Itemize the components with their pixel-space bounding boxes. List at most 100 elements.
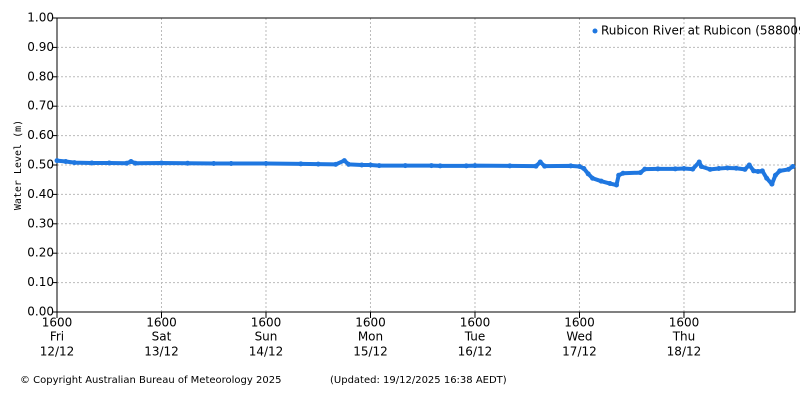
y-tick-label: 0.00 <box>27 305 54 319</box>
data-point <box>769 181 775 187</box>
data-point <box>751 168 757 174</box>
data-point <box>613 182 619 188</box>
data-point <box>211 161 217 167</box>
x-tick-time: 1600 <box>669 316 700 330</box>
data-point <box>333 161 339 167</box>
x-tick-day: Wed <box>566 330 592 344</box>
data-point <box>690 166 696 172</box>
data-point <box>581 166 587 172</box>
data-point <box>759 168 765 174</box>
data-point <box>106 160 112 166</box>
data-point <box>263 161 269 167</box>
x-tick-time: 1600 <box>564 316 595 330</box>
x-tick-date: 16/12 <box>458 345 493 359</box>
data-point <box>616 172 622 178</box>
data-point <box>746 162 752 168</box>
data-point <box>598 178 604 184</box>
x-tick-day: Thu <box>672 330 696 344</box>
x-tick-day: Sun <box>255 330 278 344</box>
data-point <box>777 168 783 174</box>
data-point <box>124 160 130 166</box>
x-tick-time: 1600 <box>251 316 282 330</box>
x-tick-date: 17/12 <box>562 345 597 359</box>
data-point <box>681 166 687 172</box>
y-tick-label: 0.40 <box>27 187 54 201</box>
data-point <box>568 163 574 169</box>
data-point <box>63 158 69 164</box>
x-tick-date: 14/12 <box>249 345 284 359</box>
data-point <box>158 160 164 166</box>
data-point <box>733 165 739 171</box>
data-point <box>341 158 347 164</box>
legend-label: Rubicon River at Rubicon (588009) <box>601 24 800 38</box>
updated: (Updated: 19/12/2025 16:38 AEDT) <box>330 375 507 386</box>
data-point <box>785 166 791 172</box>
data-point <box>772 172 778 178</box>
x-tick-time: 1600 <box>146 316 177 330</box>
data-point <box>716 166 722 172</box>
x-tick-date: 15/12 <box>353 345 388 359</box>
y-tick-label: 0.90 <box>27 40 54 54</box>
data-point <box>707 166 713 172</box>
data-point <box>54 158 60 164</box>
data-point <box>533 163 539 169</box>
data-point <box>725 165 731 171</box>
data-point <box>507 163 513 169</box>
x-tick-day: Fri <box>50 330 64 344</box>
data-point <box>764 175 770 181</box>
y-axis-label: Water Level (m) <box>13 120 24 210</box>
data-point <box>367 162 373 168</box>
data-point <box>642 166 648 172</box>
x-tick-day: Tue <box>464 330 486 344</box>
data-point <box>637 170 643 176</box>
x-tick-date: 13/12 <box>144 345 179 359</box>
data-point <box>132 160 138 166</box>
data-point <box>359 162 365 168</box>
x-tick-date: 12/12 <box>40 345 75 359</box>
y-tick-label: 0.60 <box>27 128 54 142</box>
data-point <box>315 161 321 167</box>
data-point <box>346 161 352 167</box>
data-point <box>402 163 408 169</box>
data-point <box>542 163 548 169</box>
data-point <box>128 158 134 164</box>
data-point <box>620 170 626 176</box>
data-point <box>463 163 469 169</box>
data-point <box>89 160 95 166</box>
copyright: © Copyright Australian Bureau of Meteoro… <box>20 375 281 386</box>
data-point <box>585 171 591 177</box>
x-tick-day: Mon <box>358 330 383 344</box>
data-point <box>298 161 304 167</box>
y-tick-label: 0.10 <box>27 275 54 289</box>
data-point <box>590 175 596 181</box>
data-point <box>437 163 443 169</box>
data-point <box>71 160 77 166</box>
data-point <box>607 181 613 187</box>
y-tick-label: 1.00 <box>27 11 54 25</box>
y-tick-label: 0.80 <box>27 69 54 83</box>
data-point <box>228 161 234 167</box>
data-point <box>672 166 678 172</box>
data-point <box>696 159 702 165</box>
y-tick-label: 0.30 <box>27 216 54 230</box>
data-point <box>537 159 543 165</box>
x-tick-time: 1600 <box>460 316 491 330</box>
x-tick-date: 18/12 <box>667 345 702 359</box>
y-tick-label: 0.20 <box>27 246 54 260</box>
series-line <box>56 158 794 187</box>
data-point <box>185 160 191 166</box>
data-point <box>655 166 661 172</box>
x-tick-time: 1600 <box>42 316 73 330</box>
data-point <box>472 163 478 169</box>
data-point <box>698 163 704 169</box>
data-point <box>376 163 382 169</box>
data-point <box>755 168 761 174</box>
y-tick-label: 0.70 <box>27 99 54 113</box>
y-tick-label: 0.50 <box>27 158 54 172</box>
data-point <box>742 166 748 172</box>
x-tick-day: Sat <box>152 330 172 344</box>
data-point <box>428 163 434 169</box>
plot-border <box>56 17 796 313</box>
data-point <box>576 163 582 169</box>
